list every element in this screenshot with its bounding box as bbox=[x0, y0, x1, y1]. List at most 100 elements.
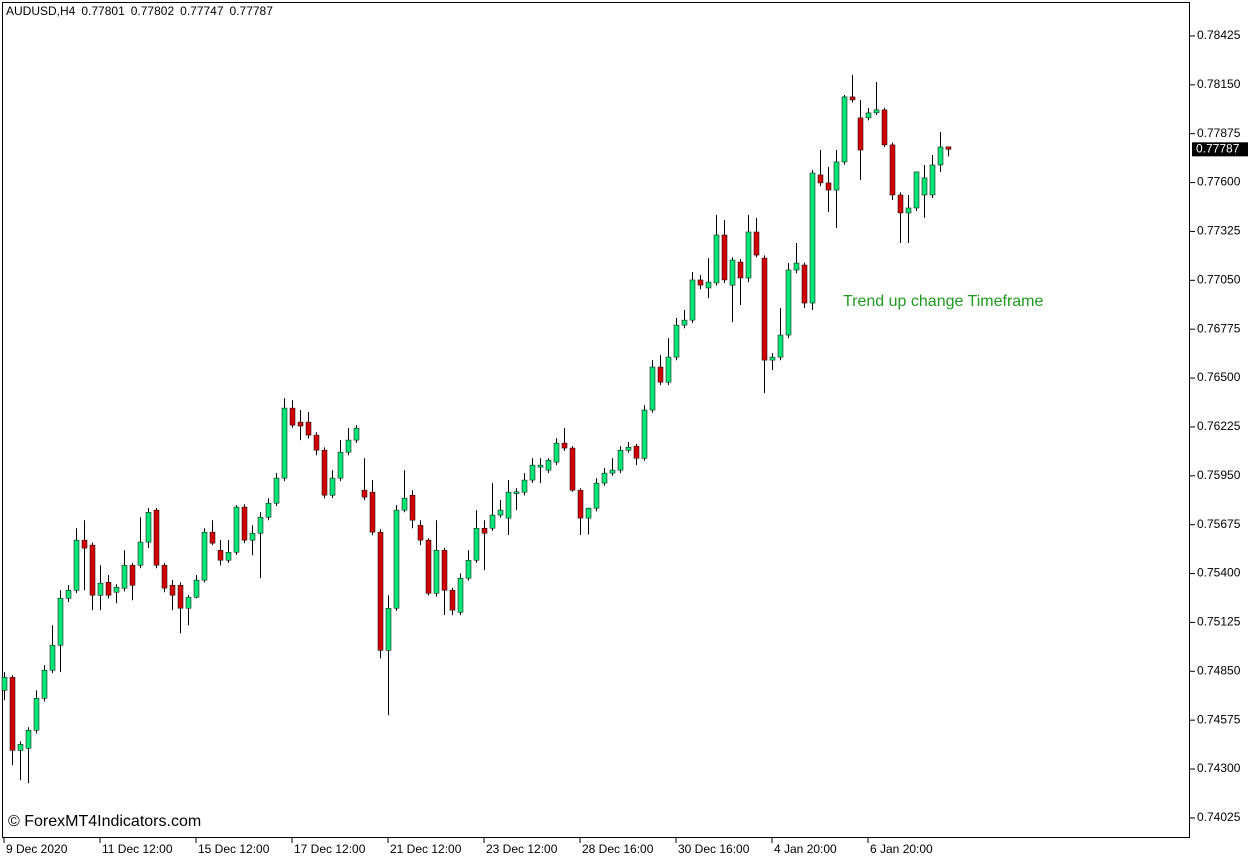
candle-body bbox=[337, 451, 344, 479]
candle-body bbox=[561, 442, 568, 449]
candle-body bbox=[905, 207, 912, 214]
candle-body bbox=[329, 477, 336, 496]
y-tick-label: 0.75675 bbox=[1197, 517, 1241, 531]
candle-body bbox=[249, 532, 256, 541]
candle-body bbox=[649, 366, 656, 411]
candle-body bbox=[401, 497, 408, 511]
candle-body bbox=[521, 479, 528, 493]
candle-body bbox=[377, 531, 384, 651]
candle-body bbox=[369, 491, 376, 533]
candle-body bbox=[177, 585, 184, 609]
candle-body bbox=[385, 607, 392, 651]
annotation: Trend up change Timeframe bbox=[843, 293, 1044, 310]
candle-body bbox=[801, 264, 808, 304]
candle-body bbox=[121, 564, 128, 589]
candle-body bbox=[273, 477, 280, 504]
candle-body bbox=[873, 109, 880, 114]
y-tick-label: 0.74300 bbox=[1197, 761, 1241, 775]
x-tick-label: 21 Dec 12:00 bbox=[390, 842, 462, 856]
candle-body bbox=[225, 551, 232, 561]
candle-body bbox=[153, 509, 160, 566]
header-high: 0.77802 bbox=[131, 4, 175, 18]
candle-body bbox=[145, 511, 152, 543]
candle-body bbox=[897, 194, 904, 214]
price-tag bbox=[1192, 142, 1248, 157]
x-tick-label: 11 Dec 12:00 bbox=[102, 842, 173, 856]
candle-body bbox=[737, 261, 744, 279]
candle-body bbox=[481, 527, 488, 534]
candle-body bbox=[793, 262, 800, 271]
candle-body bbox=[473, 527, 480, 561]
y-tick-label: 0.77325 bbox=[1197, 224, 1241, 238]
candle-body bbox=[201, 531, 208, 581]
candle-body bbox=[265, 502, 272, 518]
candle-body bbox=[89, 544, 96, 596]
candle-body bbox=[617, 449, 624, 471]
candle-body bbox=[465, 559, 472, 579]
y-tick-label: 0.74575 bbox=[1197, 712, 1241, 726]
candle-body bbox=[73, 539, 80, 591]
candle-body bbox=[833, 161, 840, 191]
candle-body bbox=[929, 164, 936, 196]
candle-body bbox=[633, 445, 640, 459]
candle-body bbox=[545, 459, 552, 471]
candle-body bbox=[825, 182, 832, 191]
candle-body bbox=[593, 482, 600, 509]
candle-body bbox=[17, 744, 24, 751]
candle-body bbox=[625, 446, 632, 451]
y-tick-label: 0.75950 bbox=[1197, 468, 1241, 482]
candle-body bbox=[65, 590, 72, 599]
candle-body bbox=[81, 539, 88, 549]
candle-body bbox=[721, 234, 728, 281]
y-tick-label: 0.77600 bbox=[1197, 175, 1241, 189]
candle-body bbox=[217, 550, 224, 561]
header-low: 0.77747 bbox=[180, 4, 224, 18]
candle-body bbox=[241, 506, 248, 541]
candle-body bbox=[33, 698, 40, 731]
candle-body bbox=[753, 231, 760, 256]
candle-body bbox=[25, 730, 32, 749]
candle-body bbox=[889, 144, 896, 196]
candle-body bbox=[233, 506, 240, 553]
candle-body bbox=[193, 579, 200, 598]
candle-body bbox=[841, 96, 848, 163]
candle-body bbox=[129, 564, 136, 586]
chart-header: AUDUSD,H4 0.77801 0.77802 0.77747 0.77787 bbox=[6, 4, 273, 18]
x-tick-label: 6 Jan 20:00 bbox=[870, 842, 933, 856]
y-tick-label: 0.77050 bbox=[1197, 272, 1241, 286]
candle-body bbox=[849, 96, 856, 101]
candle-body bbox=[289, 407, 296, 426]
candle-body bbox=[441, 550, 448, 591]
candle-body bbox=[705, 281, 712, 289]
y-tick-label: 0.77875 bbox=[1197, 126, 1241, 140]
candle-body bbox=[137, 541, 144, 566]
candle-body bbox=[57, 598, 64, 646]
candle-body bbox=[505, 491, 512, 519]
candle-body bbox=[169, 585, 176, 596]
candle-body bbox=[809, 172, 816, 304]
candle-body bbox=[345, 439, 352, 453]
candle-body bbox=[785, 269, 792, 336]
candle-body bbox=[497, 509, 504, 516]
candle-body bbox=[353, 427, 360, 441]
candle-body bbox=[729, 259, 736, 286]
candle-body bbox=[1, 677, 8, 691]
candle-body bbox=[321, 449, 328, 496]
candle-body bbox=[297, 421, 304, 427]
candle-body bbox=[937, 146, 944, 166]
candle-body bbox=[697, 279, 704, 286]
candle-body bbox=[185, 596, 192, 609]
symbol: AUDUSD,H4 bbox=[6, 4, 76, 18]
x-tick-label: 30 Dec 16:00 bbox=[678, 842, 750, 856]
y-tick-label: 0.74025 bbox=[1197, 810, 1241, 824]
candle-body bbox=[417, 524, 424, 541]
candle-body bbox=[489, 514, 496, 529]
candle-body bbox=[537, 464, 544, 468]
candle-body bbox=[577, 489, 584, 519]
candle-body bbox=[601, 472, 608, 484]
candle-body bbox=[457, 577, 464, 613]
candle-body bbox=[161, 564, 168, 589]
x-tick-label: 15 Dec 12:00 bbox=[198, 842, 270, 856]
candle-body bbox=[409, 494, 416, 521]
